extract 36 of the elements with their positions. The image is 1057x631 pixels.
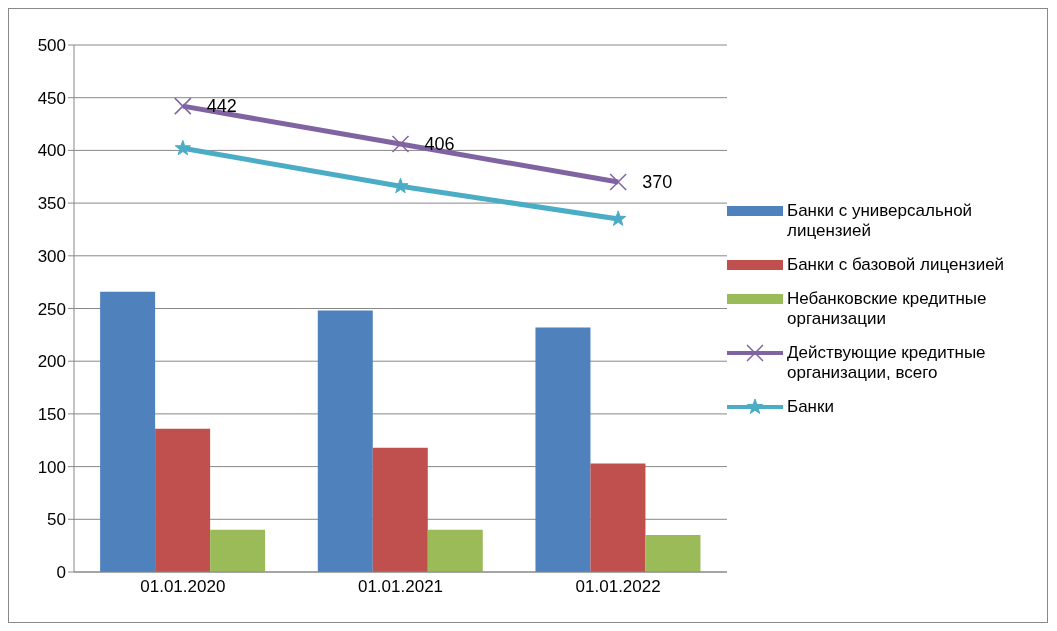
point (609, 173, 627, 191)
y-tick-label: 450 (37, 88, 66, 108)
x-tick-label: 01.01.2020 (140, 577, 226, 597)
legend-label: Банки с базовой лицензией (787, 254, 1005, 275)
point (391, 135, 410, 153)
y-tick-label: 200 (37, 352, 66, 372)
point (174, 139, 191, 156)
legend-label: Действующие кредитные организации, всего (787, 342, 987, 383)
y-tick-label: 300 (37, 246, 66, 266)
y-tick-label: 0 (56, 563, 66, 583)
x-tick-label: 01.01.2022 (575, 577, 661, 597)
bar (590, 463, 646, 572)
y-tick-label: 150 (37, 404, 66, 424)
y-tick-label: 250 (37, 299, 66, 319)
bar (155, 428, 211, 572)
legend-label: Небанковские кредитные организации (787, 288, 988, 329)
bar (645, 535, 701, 572)
y-tick-label: 400 (37, 141, 66, 161)
data-label: 406 (424, 134, 455, 155)
x-tick-label: 01.01.2021 (357, 577, 444, 597)
point (174, 97, 192, 115)
legend-label: Банки (787, 396, 834, 417)
bar (210, 529, 266, 572)
data-label: 442 (206, 96, 237, 117)
data-label: 370 (642, 172, 673, 193)
y-tick-label: 350 (37, 194, 66, 214)
bar (372, 447, 428, 572)
bar (100, 291, 156, 572)
bar (317, 310, 373, 572)
y-tick-label: 50 (47, 510, 66, 530)
y-tick-label: 100 (37, 457, 66, 477)
bar (535, 327, 591, 572)
legend-label: Банки с универсальной лицензией (787, 200, 974, 241)
y-tick-label: 500 (37, 36, 66, 56)
bar (427, 529, 483, 572)
point (610, 210, 627, 226)
